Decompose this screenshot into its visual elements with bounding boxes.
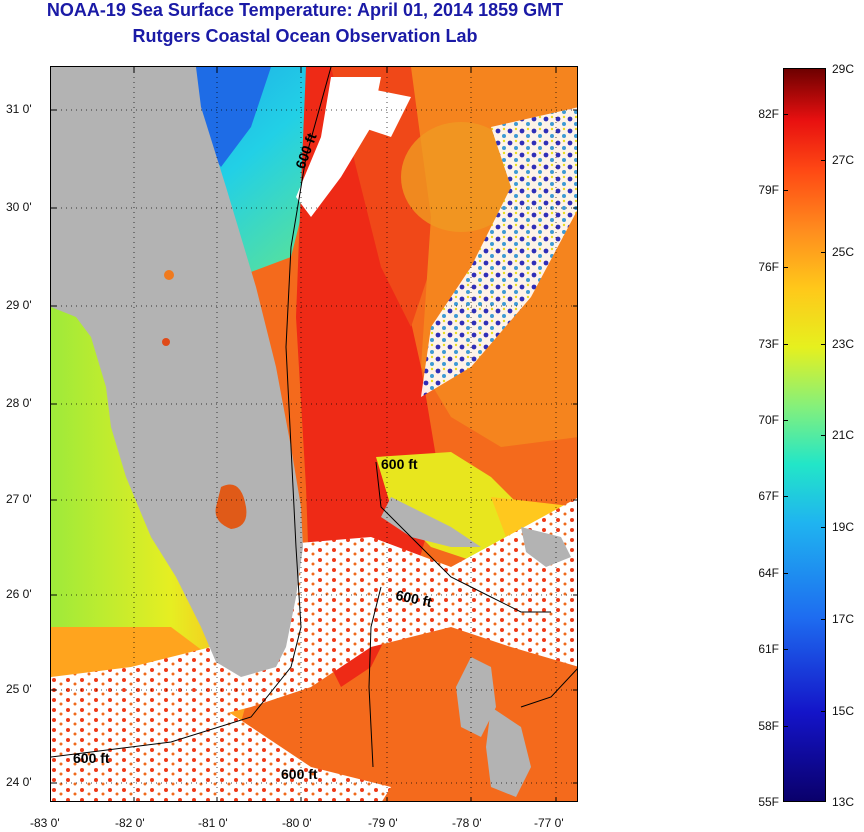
lon-label-83: -83 0' [30,816,60,830]
colorbar-tick-c [821,435,826,436]
cloud-patch-north [296,77,381,217]
lat-label-26: 26 0' [6,587,32,601]
colorbar-tick-f [783,114,788,115]
lon-label-77: -77 0' [534,816,564,830]
colorbar-c-label-17: 17C [832,612,855,626]
colorbar-tick-f [783,267,788,268]
lon-label-81: -81 0' [198,816,228,830]
temperature-colorbar [783,68,826,802]
colorbar-c-label-21: 21C [832,428,855,442]
colorbar-c-label-13: 13C [832,795,855,809]
colorbar-tick-c [821,619,826,620]
lon-label-80: -80 0' [282,816,312,830]
colorbar-f-label-73: 73F [758,337,779,351]
colorbar-f-label-82: 82F [758,107,779,121]
lat-label-30: 30 0' [6,200,32,214]
andros-south-land [486,707,531,797]
lat-label-24: 24 0' [6,775,32,789]
isobath-contour-east [520,668,577,708]
contour-label-straits: 600 ft [394,587,433,610]
contour-label-south: 600 ft [281,766,318,782]
colorbar-tick-f [783,726,788,727]
colorbar-tick-f [783,496,788,497]
inland-lake [164,270,174,280]
sst-map: 600 ft 600 ft 600 ft 600 ft 600 ft [50,66,578,802]
cloud-patch-northeast [421,107,577,397]
colorbar-c-label-23: 23C [832,337,855,351]
graticule [51,67,577,801]
contour-label-bahamas: 600 ft [381,456,418,472]
colorbar-f-label-55: 55F [758,795,779,809]
abaco-land [521,527,571,567]
inland-lake-2 [162,338,170,346]
contour-label-gulf: 600 ft [73,750,110,766]
colorbar-f-label-79: 79F [758,183,779,197]
colorbar-c-label-29: 29C [832,62,855,76]
lon-label-82: -82 0' [115,816,145,830]
colorbar-tick-f [783,420,788,421]
colorbar-f-label-76: 76F [758,260,779,274]
colorbar-f-label-64: 64F [758,566,779,580]
colorbar-c-label-15: 15C [832,704,855,718]
colorbar-tick-f [783,573,788,574]
colorbar-tick-f [783,344,788,345]
colorbar-tick-c [821,344,826,345]
colorbar-f-label-61: 61F [758,642,779,656]
andros-land [456,657,496,737]
cloud-band-keys [51,707,391,801]
map-subtitle: Rutgers Coastal Ocean Observation Lab [132,26,478,46]
colorbar-f-label-67: 67F [758,489,779,503]
colorbar-c-label-19: 19C [832,520,855,534]
lat-label-25: 25 0' [6,682,32,696]
grand-bahama-land [381,497,481,547]
colorbar-tick-f [783,190,788,191]
lat-label-27: 27 0' [6,492,32,506]
cloud-band-south [51,498,577,727]
cloud-patch-north-2 [361,87,411,137]
map-title: NOAA-19 Sea Surface Temperature: April 0… [46,0,564,20]
lake-okeechobee [215,484,247,529]
colorbar-f-label-58: 58F [758,719,779,733]
sst-map-canvas: 600 ft 600 ft 600 ft 600 ft 600 ft [51,67,577,801]
frame-ticks [51,67,577,801]
colorbar-tick-c [821,252,826,253]
lon-label-78: -78 0' [452,816,482,830]
warm-eddy [401,122,521,232]
lat-label-28: 28 0' [6,396,32,410]
lat-label-29: 29 0' [6,298,32,312]
colorbar-tick-c [821,527,826,528]
lon-label-79: -79 0' [368,816,398,830]
colorbar-tick-f [783,649,788,650]
isobath-contour-florida [51,67,332,758]
colorbar-tick-c [821,711,826,712]
isobath-contour-cay-sal [368,586,382,768]
colorbar-f-label-70: 70F [758,413,779,427]
colorbar-tick-c [821,160,826,161]
bahama-bank [376,452,531,567]
colorbar-c-label-27: 27C [832,153,855,167]
colorbar-c-label-25: 25C [832,245,855,259]
lat-label-31: 31 0' [6,102,32,116]
isobath-contour-bahamas [375,461,551,613]
